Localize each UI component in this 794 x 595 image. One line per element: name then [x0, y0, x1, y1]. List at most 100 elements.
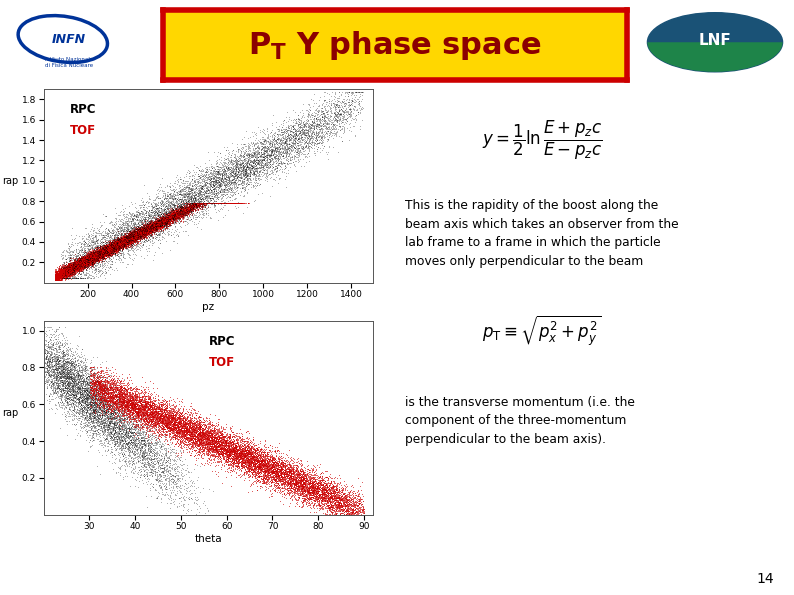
Point [84, 248, 97, 257]
Point [88, 387, 101, 397]
Point [97, 250, 110, 260]
Point [161, 396, 174, 406]
Point [68, 261, 81, 271]
Point [95, 387, 108, 396]
Point [55, 271, 67, 280]
Point [118, 433, 131, 442]
Point [101, 384, 114, 393]
Point [244, 454, 256, 464]
Point [129, 211, 142, 221]
Point [242, 465, 255, 475]
Point [96, 244, 109, 253]
Point [308, 150, 321, 159]
Point [198, 421, 210, 431]
Point [174, 425, 187, 435]
Point [246, 465, 259, 474]
Point [109, 384, 121, 394]
Point [187, 201, 200, 211]
Point [173, 215, 186, 225]
Point [91, 248, 103, 258]
Point [185, 198, 198, 208]
Point [290, 480, 303, 489]
Point [209, 199, 222, 208]
Point [69, 254, 82, 264]
Point [47, 384, 60, 394]
Point [177, 192, 190, 201]
Point [174, 213, 187, 223]
Point [84, 392, 97, 401]
Point [126, 231, 139, 241]
Point [79, 373, 92, 383]
Point [238, 161, 251, 170]
Point [63, 264, 75, 274]
Point [127, 467, 140, 477]
Point [114, 397, 126, 406]
Point [158, 453, 171, 462]
Point [202, 199, 214, 208]
Point [114, 238, 126, 248]
Point [124, 231, 137, 241]
Point [229, 154, 242, 163]
Point [191, 433, 204, 443]
Point [125, 414, 137, 424]
Point [198, 199, 210, 208]
Point [329, 129, 341, 139]
Point [239, 460, 252, 469]
Point [293, 474, 306, 483]
Point [225, 461, 237, 470]
Point [223, 450, 236, 460]
Point [252, 450, 264, 459]
Point [64, 270, 77, 279]
Point [328, 488, 341, 497]
Point [114, 219, 126, 228]
Point [138, 214, 151, 223]
Point [39, 371, 52, 381]
Point [246, 151, 259, 161]
Point [63, 263, 75, 273]
Point [88, 372, 101, 381]
Point [92, 254, 105, 264]
Point [102, 371, 115, 380]
Point [71, 258, 83, 267]
Point [86, 406, 98, 415]
Point [328, 499, 341, 508]
Point [110, 238, 122, 248]
Point [79, 254, 92, 264]
Point [345, 506, 358, 516]
Point [107, 397, 120, 406]
Point [113, 241, 125, 250]
Point [102, 384, 114, 393]
Point [164, 417, 176, 427]
Point [281, 472, 294, 481]
Point [49, 365, 62, 375]
Point [115, 234, 128, 244]
Point [102, 246, 114, 255]
Point [94, 249, 106, 258]
Point [210, 187, 223, 197]
Point [357, 505, 369, 515]
Point [52, 270, 65, 279]
Point [139, 409, 152, 418]
Point [91, 373, 103, 383]
Point [82, 257, 94, 267]
Point [91, 367, 104, 377]
Point [283, 501, 295, 511]
Point [62, 262, 75, 271]
Point [129, 233, 142, 243]
Point [169, 211, 182, 220]
Point [121, 406, 133, 416]
Point [131, 232, 144, 242]
Point [135, 225, 148, 234]
Point [162, 408, 175, 418]
Point [110, 418, 122, 427]
Point [234, 449, 247, 458]
Point [117, 392, 129, 401]
Point [76, 262, 89, 272]
Point [79, 403, 92, 412]
Point [324, 497, 337, 507]
Point [91, 377, 104, 387]
Point [122, 228, 135, 238]
Point [101, 257, 114, 267]
Point [138, 411, 151, 420]
Point [125, 234, 138, 244]
